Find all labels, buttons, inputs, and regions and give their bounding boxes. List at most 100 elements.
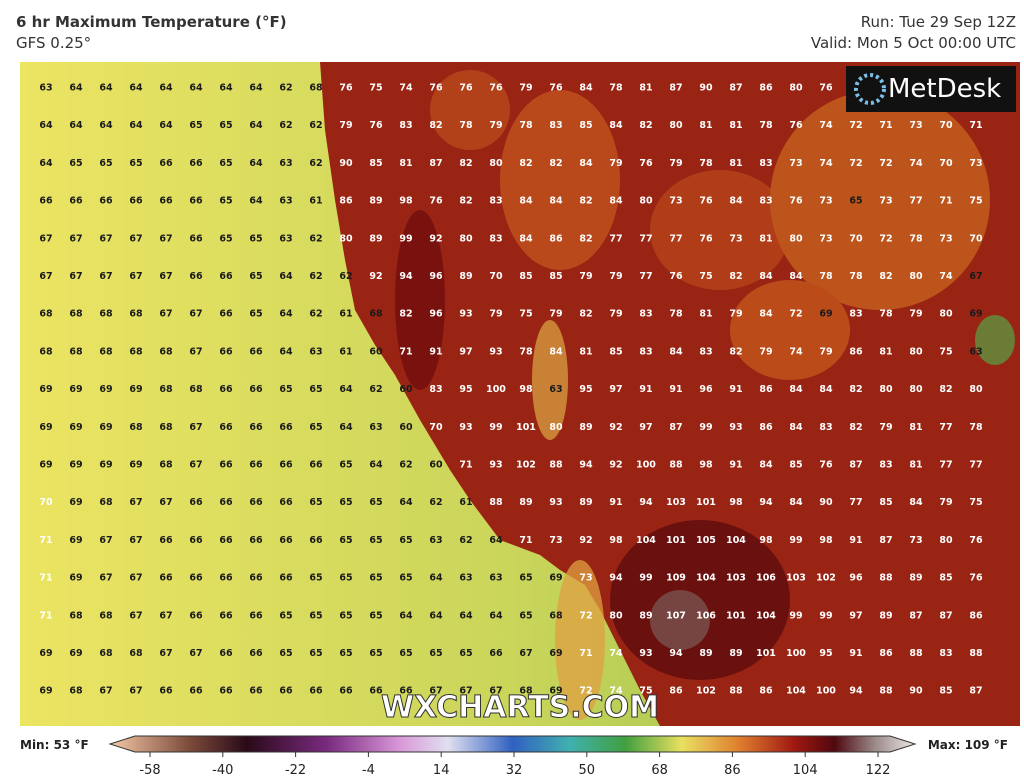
grid-value: 63 xyxy=(279,158,292,169)
grid-value: 84 xyxy=(819,384,833,395)
grid-value: 61 xyxy=(309,196,322,207)
grid-value: 64 xyxy=(369,460,383,471)
grid-value: 84 xyxy=(609,120,623,131)
grid-value: 69 xyxy=(99,460,112,471)
grid-value: 60 xyxy=(399,384,413,395)
grid-value: 83 xyxy=(639,309,652,320)
grid-value: 67 xyxy=(519,648,532,659)
grid-value: 64 xyxy=(69,120,83,131)
grid-value: 82 xyxy=(849,384,862,395)
grid-value: 101 xyxy=(756,648,776,659)
grid-value: 71 xyxy=(399,346,412,357)
grid-value: 83 xyxy=(759,158,772,169)
grid-value: 80 xyxy=(669,120,683,131)
grid-value: 70 xyxy=(939,120,953,131)
grid-value: 71 xyxy=(579,648,592,659)
grid-value: 99 xyxy=(819,610,832,621)
grid-value: 89 xyxy=(729,648,742,659)
grid-value: 98 xyxy=(519,384,533,395)
grid-value: 88 xyxy=(489,497,503,508)
grid-value: 67 xyxy=(159,271,172,282)
grid-value: 66 xyxy=(279,422,293,433)
grid-value: 83 xyxy=(489,233,502,244)
grid-value: 93 xyxy=(459,309,472,320)
grid-value: 85 xyxy=(549,271,562,282)
grid-value: 76 xyxy=(459,83,473,94)
grid-value: 66 xyxy=(279,497,293,508)
grid-value: 71 xyxy=(969,120,982,131)
grid-value: 70 xyxy=(489,271,503,282)
title: 6 hr Maximum Temperature (°F) xyxy=(16,13,287,31)
subtitle: GFS 0.25° xyxy=(16,34,91,52)
grid-value: 69 xyxy=(69,460,82,471)
grid-value: 87 xyxy=(879,535,892,546)
grid-value: 67 xyxy=(99,686,112,697)
grid-value: 72 xyxy=(849,158,862,169)
grid-value: 64 xyxy=(249,83,263,94)
grid-value: 70 xyxy=(939,158,953,169)
grid-value: 84 xyxy=(669,346,683,357)
grid-value: 67 xyxy=(99,573,112,584)
grid-value: 74 xyxy=(939,271,953,282)
grid-value: 99 xyxy=(789,535,802,546)
grid-value: 63 xyxy=(279,196,292,207)
grid-value: 65 xyxy=(309,573,322,584)
grid-value: 67 xyxy=(69,233,82,244)
grid-value: 67 xyxy=(129,233,142,244)
grid-value: 83 xyxy=(399,120,412,131)
grid-value: 76 xyxy=(369,120,383,131)
grid-value: 92 xyxy=(429,233,442,244)
colorbar xyxy=(108,735,917,753)
grid-value: 88 xyxy=(909,648,923,659)
grid-value: 100 xyxy=(816,686,836,697)
grid-value: 78 xyxy=(519,346,533,357)
grid-value: 71 xyxy=(39,573,52,584)
grid-value: 91 xyxy=(609,497,622,508)
grid-value: 74 xyxy=(909,158,923,169)
grid-value: 87 xyxy=(669,83,682,94)
grid-value: 81 xyxy=(879,346,892,357)
grid-value: 100 xyxy=(786,648,806,659)
grid-value: 89 xyxy=(909,573,922,584)
legend-min: Min: 53 °F xyxy=(20,738,89,752)
grid-value: 64 xyxy=(39,120,53,131)
grid-value: 85 xyxy=(519,271,532,282)
grid-value: 64 xyxy=(489,610,503,621)
grid-value: 83 xyxy=(639,346,652,357)
grid-value: 80 xyxy=(969,384,983,395)
grid-value: 80 xyxy=(609,610,623,621)
grid-value: 78 xyxy=(699,158,713,169)
grid-value: 77 xyxy=(939,460,952,471)
grid-value: 87 xyxy=(729,83,742,94)
grid-value: 66 xyxy=(399,686,413,697)
grid-value: 72 xyxy=(579,610,592,621)
grid-value: 66 xyxy=(99,196,113,207)
grid-value: 71 xyxy=(519,535,532,546)
grid-value: 78 xyxy=(849,271,863,282)
grid-value: 69 xyxy=(39,384,52,395)
grid-value: 82 xyxy=(399,309,412,320)
grid-value: 89 xyxy=(579,497,592,508)
grid-value: 78 xyxy=(669,309,683,320)
grid-value: 63 xyxy=(369,422,382,433)
grid-value: 94 xyxy=(609,573,623,584)
grid-value: 95 xyxy=(579,384,592,395)
grid-value: 72 xyxy=(579,686,592,697)
grid-value: 67 xyxy=(159,648,172,659)
grid-value: 88 xyxy=(969,648,983,659)
grid-value: 64 xyxy=(99,83,113,94)
grid-value: 76 xyxy=(969,535,983,546)
grid-value: 64 xyxy=(159,83,173,94)
grid-value: 67 xyxy=(129,686,142,697)
grid-value: 69 xyxy=(99,422,112,433)
grid-value: 93 xyxy=(639,648,652,659)
grid-value: 74 xyxy=(609,648,623,659)
grid-value: 66 xyxy=(249,610,263,621)
grid-value: 90 xyxy=(909,686,923,697)
grid-value: 105 xyxy=(696,535,716,546)
grid-value: 68 xyxy=(99,610,113,621)
grid-value: 85 xyxy=(939,686,952,697)
grid-value: 74 xyxy=(819,120,833,131)
grid-value: 81 xyxy=(909,422,922,433)
grid-value: 75 xyxy=(939,346,952,357)
